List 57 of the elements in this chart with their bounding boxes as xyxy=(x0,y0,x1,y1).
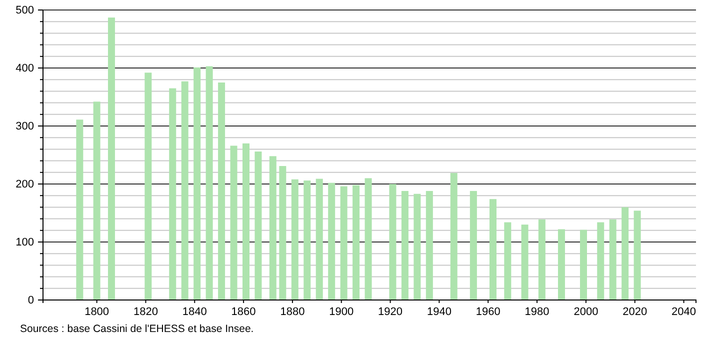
x-tick-label: 2040 xyxy=(672,306,696,318)
x-tick-label: 1840 xyxy=(182,306,207,318)
x-tick-label: 1800 xyxy=(84,306,110,318)
bar xyxy=(230,146,238,300)
bar xyxy=(291,179,298,300)
y-tick-label: 0 xyxy=(28,294,34,307)
bar xyxy=(426,190,433,300)
bar xyxy=(181,81,188,300)
bar xyxy=(316,178,323,300)
bar xyxy=(269,156,276,300)
bar xyxy=(304,180,311,300)
y-tick-label: 100 xyxy=(16,236,34,249)
bar xyxy=(206,66,213,300)
x-tick-label: 2020 xyxy=(622,306,648,318)
bar xyxy=(218,82,226,300)
bar xyxy=(538,219,546,300)
y-tick-label: 500 xyxy=(16,4,34,17)
x-tick-label: 1980 xyxy=(524,306,550,318)
x-tick-label: 1880 xyxy=(280,306,305,318)
bar xyxy=(504,222,512,300)
x-tick-label: 1900 xyxy=(329,306,354,318)
bar xyxy=(76,120,84,300)
y-tick-label: 300 xyxy=(16,120,34,133)
bar xyxy=(108,18,115,300)
x-tick-label: 1940 xyxy=(426,306,452,318)
bar xyxy=(242,143,250,300)
x-tick-label: 1920 xyxy=(378,306,403,318)
bar xyxy=(144,72,152,300)
bar xyxy=(93,102,100,300)
bar xyxy=(558,229,565,300)
source-note: Sources : base Cassini de l'EHESS et base Insee. xyxy=(20,323,254,335)
bar xyxy=(279,166,286,300)
bar xyxy=(401,190,408,300)
x-tick-label: 1820 xyxy=(133,306,158,318)
x-tick-label: 2000 xyxy=(574,306,598,318)
bar xyxy=(194,67,201,300)
bar xyxy=(597,222,604,300)
bar xyxy=(352,185,360,300)
bar xyxy=(450,172,458,300)
x-tick-label: 1960 xyxy=(476,306,500,318)
y-tick-label: 400 xyxy=(16,62,34,75)
bar xyxy=(254,152,262,300)
bar xyxy=(490,199,497,300)
bar xyxy=(521,224,528,300)
x-tick-label: 1860 xyxy=(231,306,256,318)
bar xyxy=(634,210,641,300)
y-tick-label: 200 xyxy=(16,178,34,191)
bar xyxy=(470,190,477,300)
bar xyxy=(609,219,616,300)
bar xyxy=(622,207,629,300)
bar xyxy=(580,230,587,300)
bar xyxy=(414,194,421,300)
bar xyxy=(364,178,372,300)
bar xyxy=(340,186,348,300)
bar xyxy=(389,184,396,300)
bar xyxy=(169,88,176,300)
bar xyxy=(328,182,336,300)
